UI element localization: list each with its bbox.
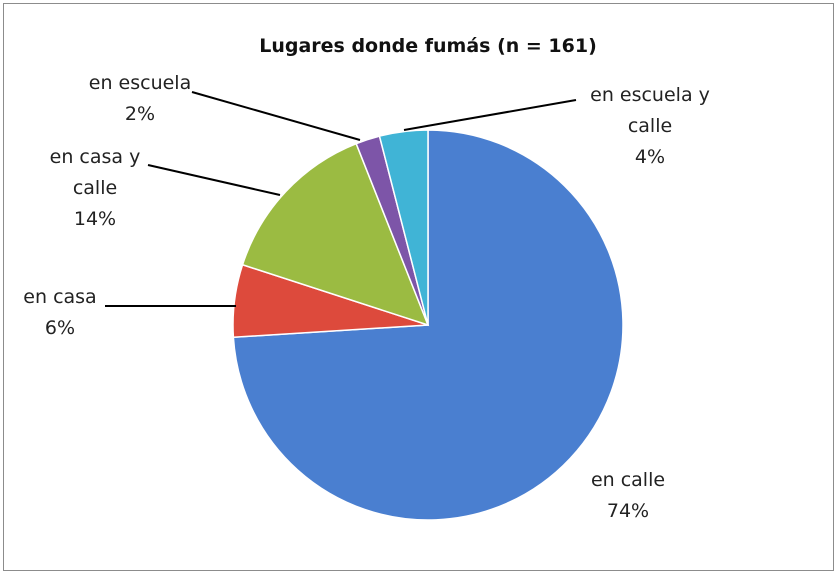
slice-category: en escuela y calle — [590, 84, 710, 137]
slice-category: en casa — [23, 286, 97, 308]
slice-category: en escuela — [88, 72, 192, 94]
slice-label: en escuela 2% — [70, 68, 210, 130]
slice-value: 74% — [606, 500, 650, 522]
slice-value: 4% — [634, 146, 666, 168]
chart-title: Lugares donde fumás (n = 161) — [259, 35, 597, 57]
slice-category: en casa y calle — [49, 146, 141, 199]
pie-slice — [241, 142, 430, 327]
slice-category: en calle — [590, 469, 666, 491]
slice-value: 14% — [73, 208, 117, 230]
slice-value: 2% — [124, 103, 156, 125]
slice-label: en casa 6% — [10, 282, 110, 344]
slice-label: en casa y calle 14% — [40, 142, 150, 235]
slice-label: en escuela y calle 4% — [570, 80, 730, 173]
pie-slice — [378, 129, 429, 326]
leader-line — [191, 91, 361, 141]
leader-line — [147, 164, 281, 196]
leader-line — [403, 99, 577, 131]
slice-value: 6% — [44, 317, 76, 339]
slice-label: en calle 74% — [568, 465, 688, 527]
